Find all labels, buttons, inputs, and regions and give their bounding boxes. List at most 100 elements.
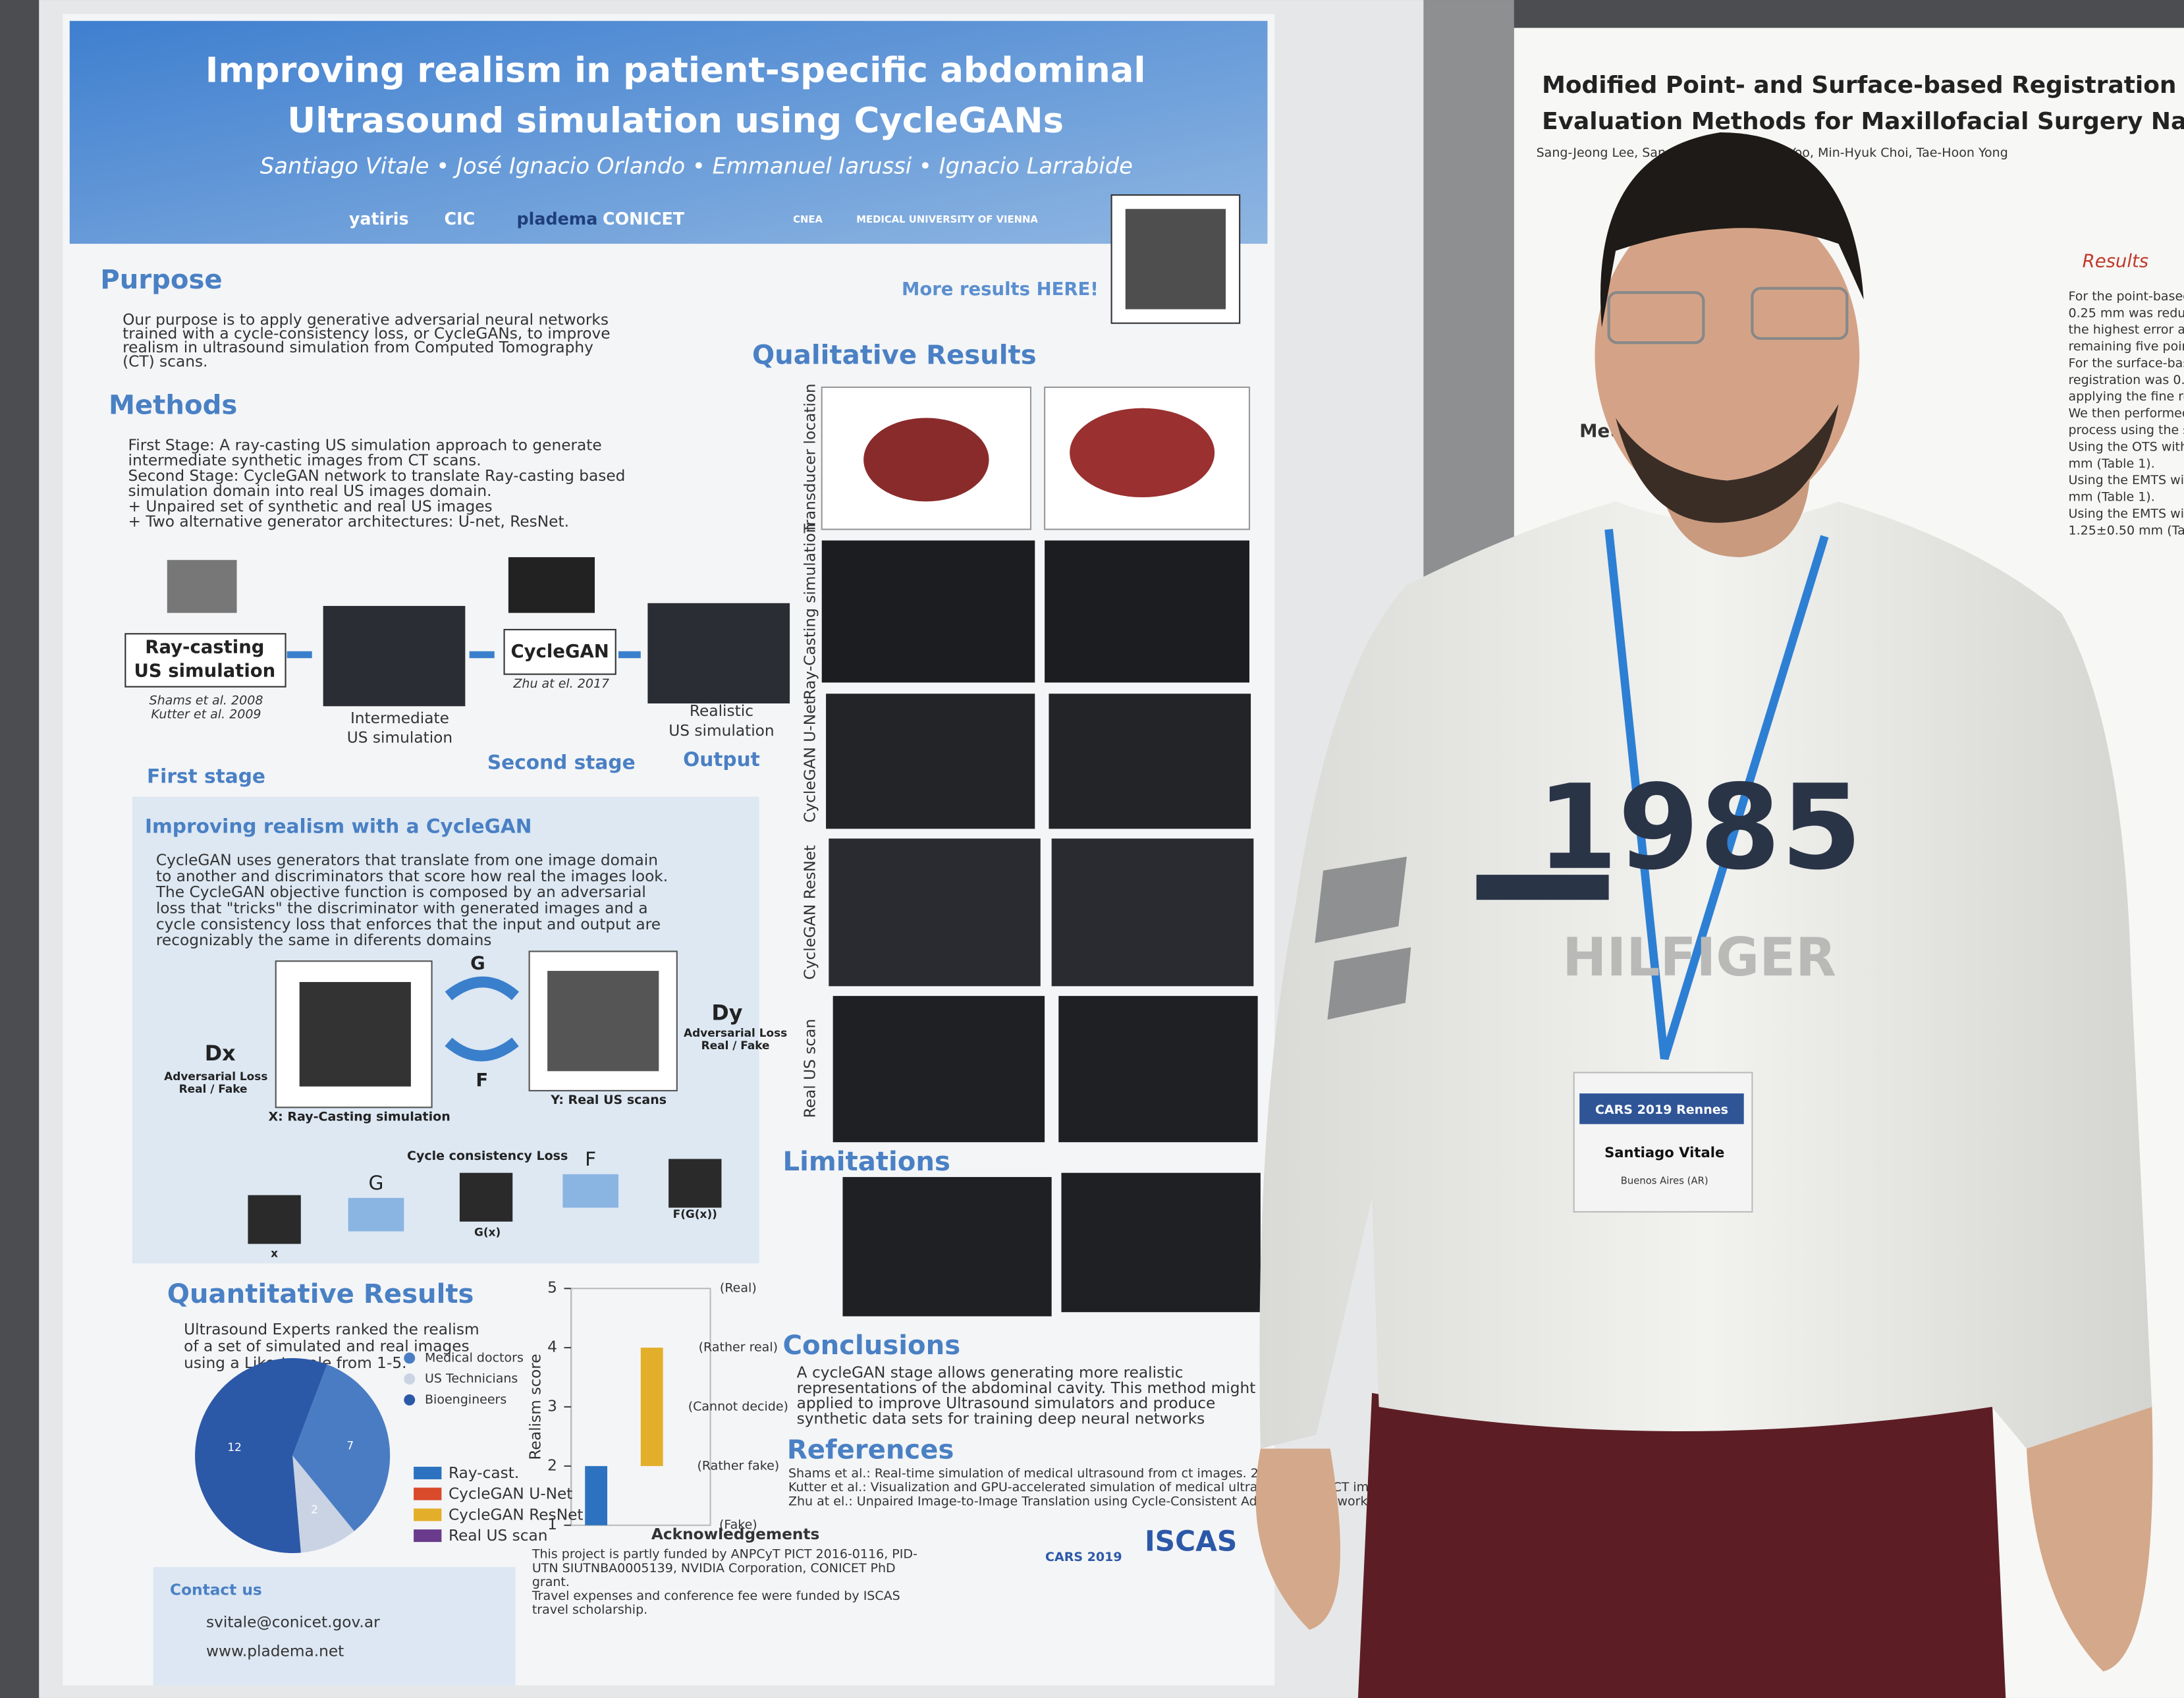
stage-label: Output	[683, 748, 760, 771]
title: Improving realism in patient-specific ab…	[205, 51, 1146, 91]
gx-thumb	[459, 1172, 513, 1222]
logo: CIC	[445, 209, 476, 229]
limitation-image	[842, 1177, 1052, 1317]
y-tick-label: 3	[547, 1397, 557, 1415]
us-image	[821, 540, 1035, 683]
x-thumb	[248, 1195, 301, 1244]
raycast-label: US simulation	[134, 660, 276, 681]
face	[1595, 195, 1860, 516]
heading: Conclusions	[783, 1330, 961, 1361]
tick-note: (Rather fake)	[697, 1458, 779, 1473]
tick-note: (Cannot decide)	[688, 1399, 788, 1413]
row-label: Ray-Casting simulation	[801, 523, 819, 699]
right-text: registration was 0.19 mm	[2068, 373, 2184, 387]
tick-note: (Rather real)	[699, 1340, 778, 1355]
reference: Kutter et al.: Visualization and GPU-acc…	[788, 1480, 1438, 1494]
legend-swatch	[414, 1508, 442, 1521]
diagram-label: x	[271, 1246, 278, 1259]
conclusions-text: representations of the abdominal cavity.…	[797, 1379, 1280, 1397]
diagram-label: Real / Fake	[179, 1082, 248, 1095]
liver	[1070, 408, 1215, 498]
conclusions-text: synthetic data sets for training deep ne…	[797, 1410, 1205, 1428]
badge-band	[1579, 1093, 1744, 1124]
raycast-box	[124, 633, 287, 688]
logo: yatiris	[349, 209, 409, 229]
quant-text: Ultrasound Experts ranked the realism	[184, 1321, 479, 1338]
pie-label: 7	[346, 1439, 354, 1452]
output-image	[647, 603, 790, 704]
us-image	[1058, 996, 1258, 1143]
right-text: For the point-based registration	[2068, 289, 2184, 304]
diagram-label: Adversarial Loss	[684, 1026, 787, 1039]
legend-label: Bioengineers	[425, 1392, 506, 1407]
diagram-label: X: Ray-Casting simulation	[268, 1110, 450, 1124]
right-text: Using the OTS with the	[2068, 439, 2184, 454]
output-label: Realistic	[690, 702, 753, 720]
pie-slice	[292, 1364, 391, 1531]
person	[1255, 132, 2153, 1698]
legend-label: Real US scan	[449, 1527, 548, 1545]
badge-place: Buenos Aires (AR)	[1621, 1175, 1708, 1186]
diagram-label: Real / Fake	[701, 1039, 770, 1052]
us-image	[1049, 694, 1251, 829]
right-text: 1.25±0.50 mm (Table 1).	[2068, 523, 2184, 537]
improving-text: loss that "tricks" the discriminator wit…	[156, 899, 648, 917]
quant-text: of a set of simulated and real images	[184, 1338, 470, 1356]
row-label: CycleGAN ResNet	[801, 845, 819, 980]
conclusions-text: applied to improve Ultrasound simulators…	[797, 1394, 1216, 1412]
ct-image	[167, 560, 237, 613]
shirt-number: 1985	[1537, 759, 1862, 896]
us-image	[829, 838, 1041, 987]
overlay-text: 1985 HILFIGER CARS 2019 Rennes Santiago Vit…	[1537, 759, 1862, 1187]
us-image	[1051, 838, 1254, 987]
logo: pladema	[516, 209, 597, 229]
contact-box	[153, 1567, 516, 1685]
output-label: US simulation	[669, 722, 774, 740]
y-samples	[547, 971, 659, 1072]
heading: Quantitative Results	[167, 1279, 474, 1309]
f-net	[562, 1174, 618, 1208]
left-hand	[1255, 1448, 1341, 1630]
pie-slice	[292, 1455, 354, 1553]
legend-swatch	[414, 1529, 442, 1543]
diagram-label: Cycle consistency Loss	[407, 1149, 568, 1163]
shirt-brand: HILFIGER	[1562, 926, 1836, 988]
heading: Acknowledgements	[651, 1525, 820, 1543]
y-tick-label: 2	[547, 1456, 557, 1474]
intermediate-label: Intermediate	[350, 709, 449, 727]
reference: Zhu at el. 2017	[512, 676, 609, 691]
ack-text: UTN SIUTNBA0005139, NVIDIA Corporation, …	[532, 1561, 896, 1575]
liver	[863, 418, 989, 502]
logo: CONICET	[603, 209, 685, 229]
ack-text: Travel expenses and conference fee were …	[532, 1589, 900, 1603]
g-net	[348, 1197, 404, 1232]
legend-label: Medical doctors	[425, 1350, 524, 1365]
shirt	[1259, 501, 2152, 1449]
ack-text: This project is partly funded by ANPCyT …	[532, 1547, 917, 1562]
improving-text: to another and discriminators that score…	[156, 867, 668, 885]
methods-text: + Two alternative generator architecture…	[128, 513, 569, 531]
legend-swatch	[414, 1487, 442, 1500]
poster-header	[69, 20, 1268, 244]
reference: Zhu at el.: Unpaired Image-to-Image Tran…	[788, 1494, 1452, 1508]
methods-text: First Stage: A ray-casting US simulation…	[128, 436, 602, 454]
shirt-bar	[1476, 875, 1609, 900]
pie-slice	[195, 1357, 327, 1554]
diagram-label: F	[476, 1070, 488, 1091]
right-title: Evaluation Methods for Maxillofacial Sur…	[1542, 108, 2184, 135]
legend-label: Ray-cast.	[449, 1464, 519, 1482]
right-text: the highest error and	[2068, 323, 2184, 337]
logo: MEDICAL UNIVERSITY OF VIENNA	[856, 214, 1038, 225]
cyclegan-box	[503, 628, 616, 675]
right-text: remaining five points.	[2068, 339, 2184, 354]
right-text: We then performed the	[2068, 406, 2184, 421]
web: www.pladema.net	[206, 1643, 344, 1660]
box	[640, 1348, 663, 1466]
box	[585, 1465, 608, 1525]
y-tick-label: 5	[547, 1279, 557, 1297]
conclusions-text: A cycleGAN stage allows generating more …	[797, 1364, 1184, 1382]
subheading: Improving realism with a CycleGAN	[145, 815, 532, 838]
methods-text: simulation domain into real US images do…	[128, 482, 492, 500]
legend-label: CycleGAN U-Net	[449, 1485, 572, 1503]
